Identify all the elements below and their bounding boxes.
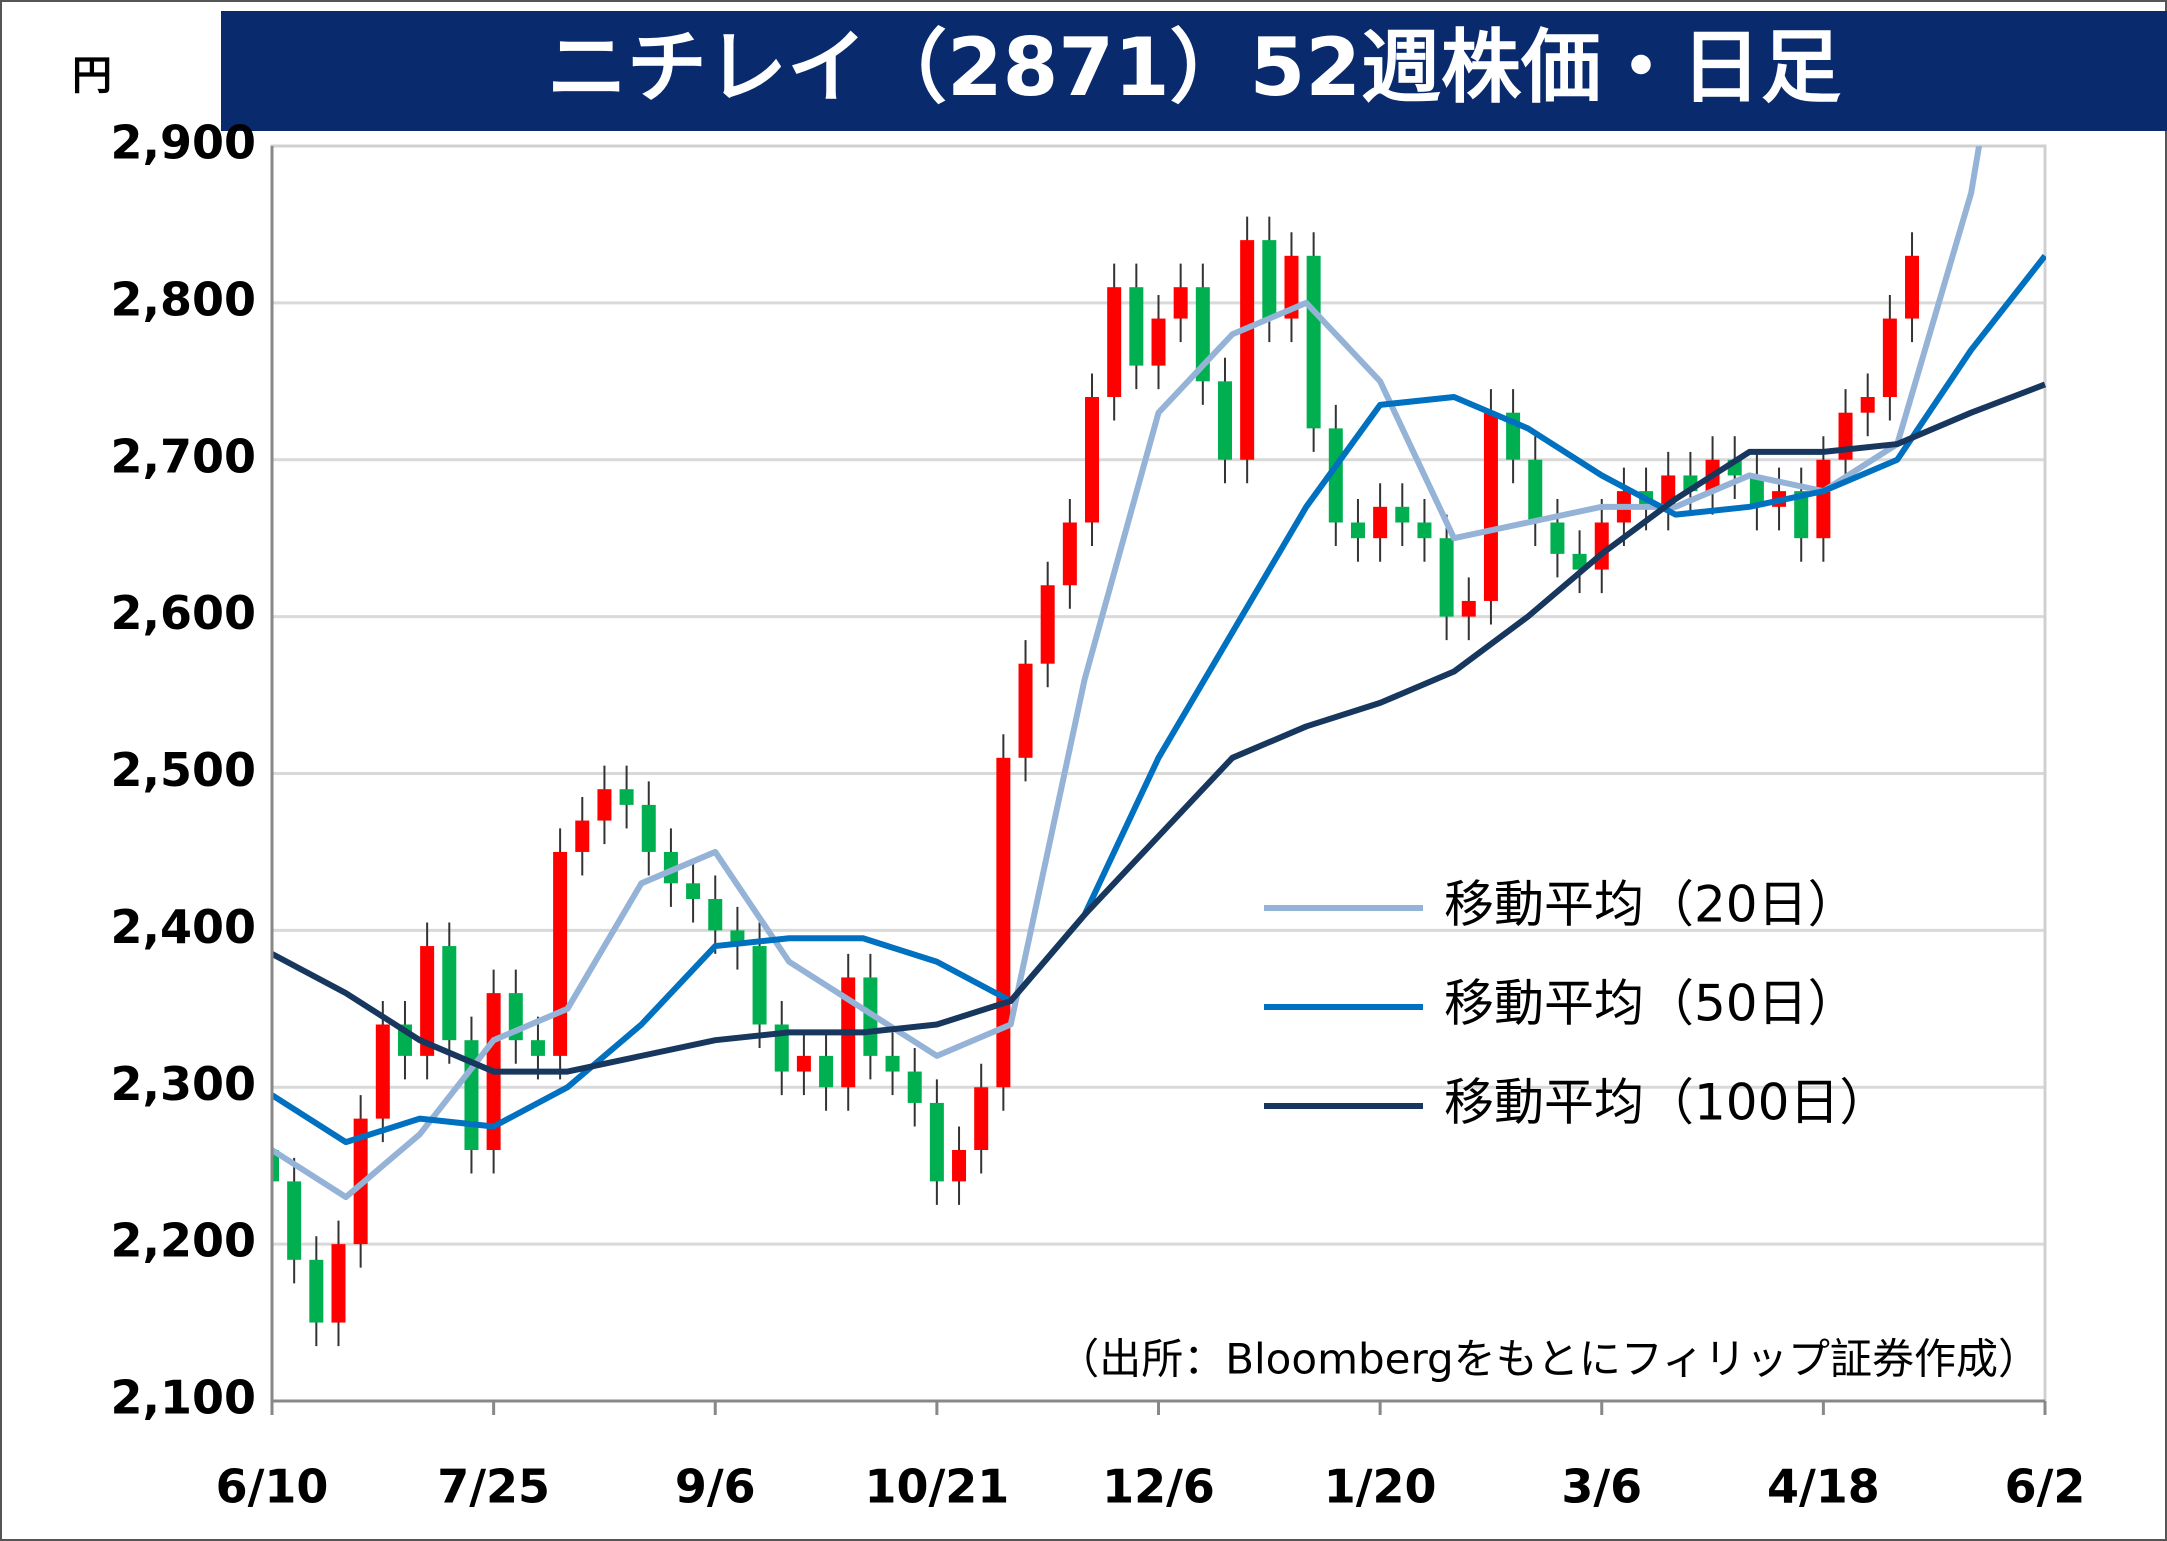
candle-body: [1018, 663, 1033, 758]
candle-body: [530, 1040, 545, 1056]
candle-body: [708, 899, 723, 931]
candle-body: [1860, 397, 1875, 413]
candle-body: [553, 851, 568, 1056]
candle-body: [272, 1150, 279, 1182]
candle-body: [1395, 506, 1410, 523]
y-tick-label: 2,900: [110, 116, 256, 170]
candle-body: [619, 789, 634, 805]
candle-body: [1262, 240, 1277, 319]
candle-body: [1794, 491, 1809, 539]
y-tick-label: 2,600: [110, 586, 256, 640]
x-tick-label: 1/20: [1324, 1460, 1437, 1514]
x-tick-label: 6/2: [2005, 1460, 2086, 1514]
candle-body: [1107, 287, 1122, 397]
candle-body: [1062, 522, 1077, 586]
candle-body: [331, 1244, 346, 1323]
y-unit: 円: [72, 53, 112, 99]
candle-body: [1594, 522, 1609, 570]
candle-body: [929, 1102, 944, 1182]
x-tick-label: 7/25: [437, 1460, 550, 1514]
title-bar: [221, 11, 2167, 131]
y-tick-label: 2,300: [110, 1057, 256, 1111]
y-tick-label: 2,400: [110, 900, 256, 954]
candle-body: [1572, 553, 1587, 570]
candle-body: [1350, 522, 1365, 539]
candle-body: [907, 1071, 922, 1103]
candle-body: [575, 820, 590, 852]
candle-body: [1217, 381, 1232, 460]
candle-body: [1328, 428, 1343, 523]
candle-body: [1749, 475, 1764, 507]
candle-body: [1085, 397, 1100, 523]
candle-body: [952, 1150, 967, 1182]
candle-body: [1306, 255, 1321, 429]
y-tick-label: 2,500: [110, 743, 256, 797]
legend-label: 移動平均（100日）: [1444, 1074, 1889, 1132]
candle-body: [686, 883, 701, 899]
candle-body: [796, 1055, 811, 1072]
candle-body: [442, 946, 457, 1041]
x-tick-label: 9/6: [675, 1460, 756, 1514]
plot: [272, 146, 2046, 1347]
y-tick-label: 2,200: [110, 1214, 256, 1268]
candle-body: [1528, 459, 1543, 523]
candle-body: [641, 804, 656, 852]
candle-body: [1439, 538, 1454, 617]
moving-average-line: [272, 253, 2046, 1146]
candle-body: [1882, 318, 1897, 397]
chart-title: ニチレイ（2871）52週株価・日足: [547, 21, 1841, 114]
candle-body: [1461, 600, 1476, 617]
candle-body: [996, 757, 1011, 1088]
candle-body: [1483, 412, 1498, 601]
candle-body: [1173, 287, 1188, 319]
candle-body: [974, 1087, 989, 1150]
candle-body: [1905, 255, 1920, 319]
candle-body: [309, 1259, 324, 1323]
candle-body: [819, 1055, 834, 1088]
x-tick-label: 10/21: [864, 1460, 1009, 1514]
candle-body: [375, 1024, 390, 1119]
candle-body: [1816, 459, 1831, 539]
candle-body: [1151, 318, 1166, 366]
moving-average-line: [272, 146, 1983, 1201]
candle-body: [885, 1055, 900, 1072]
candle-body: [1373, 506, 1388, 539]
x-tick-label: 3/6: [1561, 1460, 1642, 1514]
source-note: （出所：Bloombergをもとにフィリップ証券作成）: [1057, 1335, 2040, 1384]
candle-body: [287, 1181, 302, 1260]
candle-body: [420, 946, 435, 1056]
candle-body: [1240, 240, 1255, 460]
candle-body: [1417, 522, 1432, 539]
candle-body: [1284, 255, 1299, 319]
legend-label: 移動平均（50日）: [1444, 975, 1858, 1033]
y-tick-label: 2,700: [110, 429, 256, 483]
legend-label: 移動平均（20日）: [1444, 876, 1858, 934]
axes: 2,100 2,200 2,300 2,400 2,500 2,600 2,700 2,800…: [110, 116, 2085, 1514]
candle-body: [1040, 585, 1055, 664]
candle-body: [752, 946, 767, 1025]
x-tick-label: 4/18: [1767, 1460, 1880, 1514]
moving-average-line: [272, 381, 2046, 1075]
x-tick-label: 12/6: [1102, 1460, 1215, 1514]
candle-body: [597, 789, 612, 821]
x-tick-label: 6/10: [216, 1460, 329, 1514]
candle-body: [1550, 522, 1565, 554]
y-tick-label: 2,100: [110, 1371, 256, 1425]
candle-body: [464, 1040, 479, 1150]
y-tick-label: 2,800: [110, 272, 256, 326]
candle-body: [1129, 287, 1144, 366]
